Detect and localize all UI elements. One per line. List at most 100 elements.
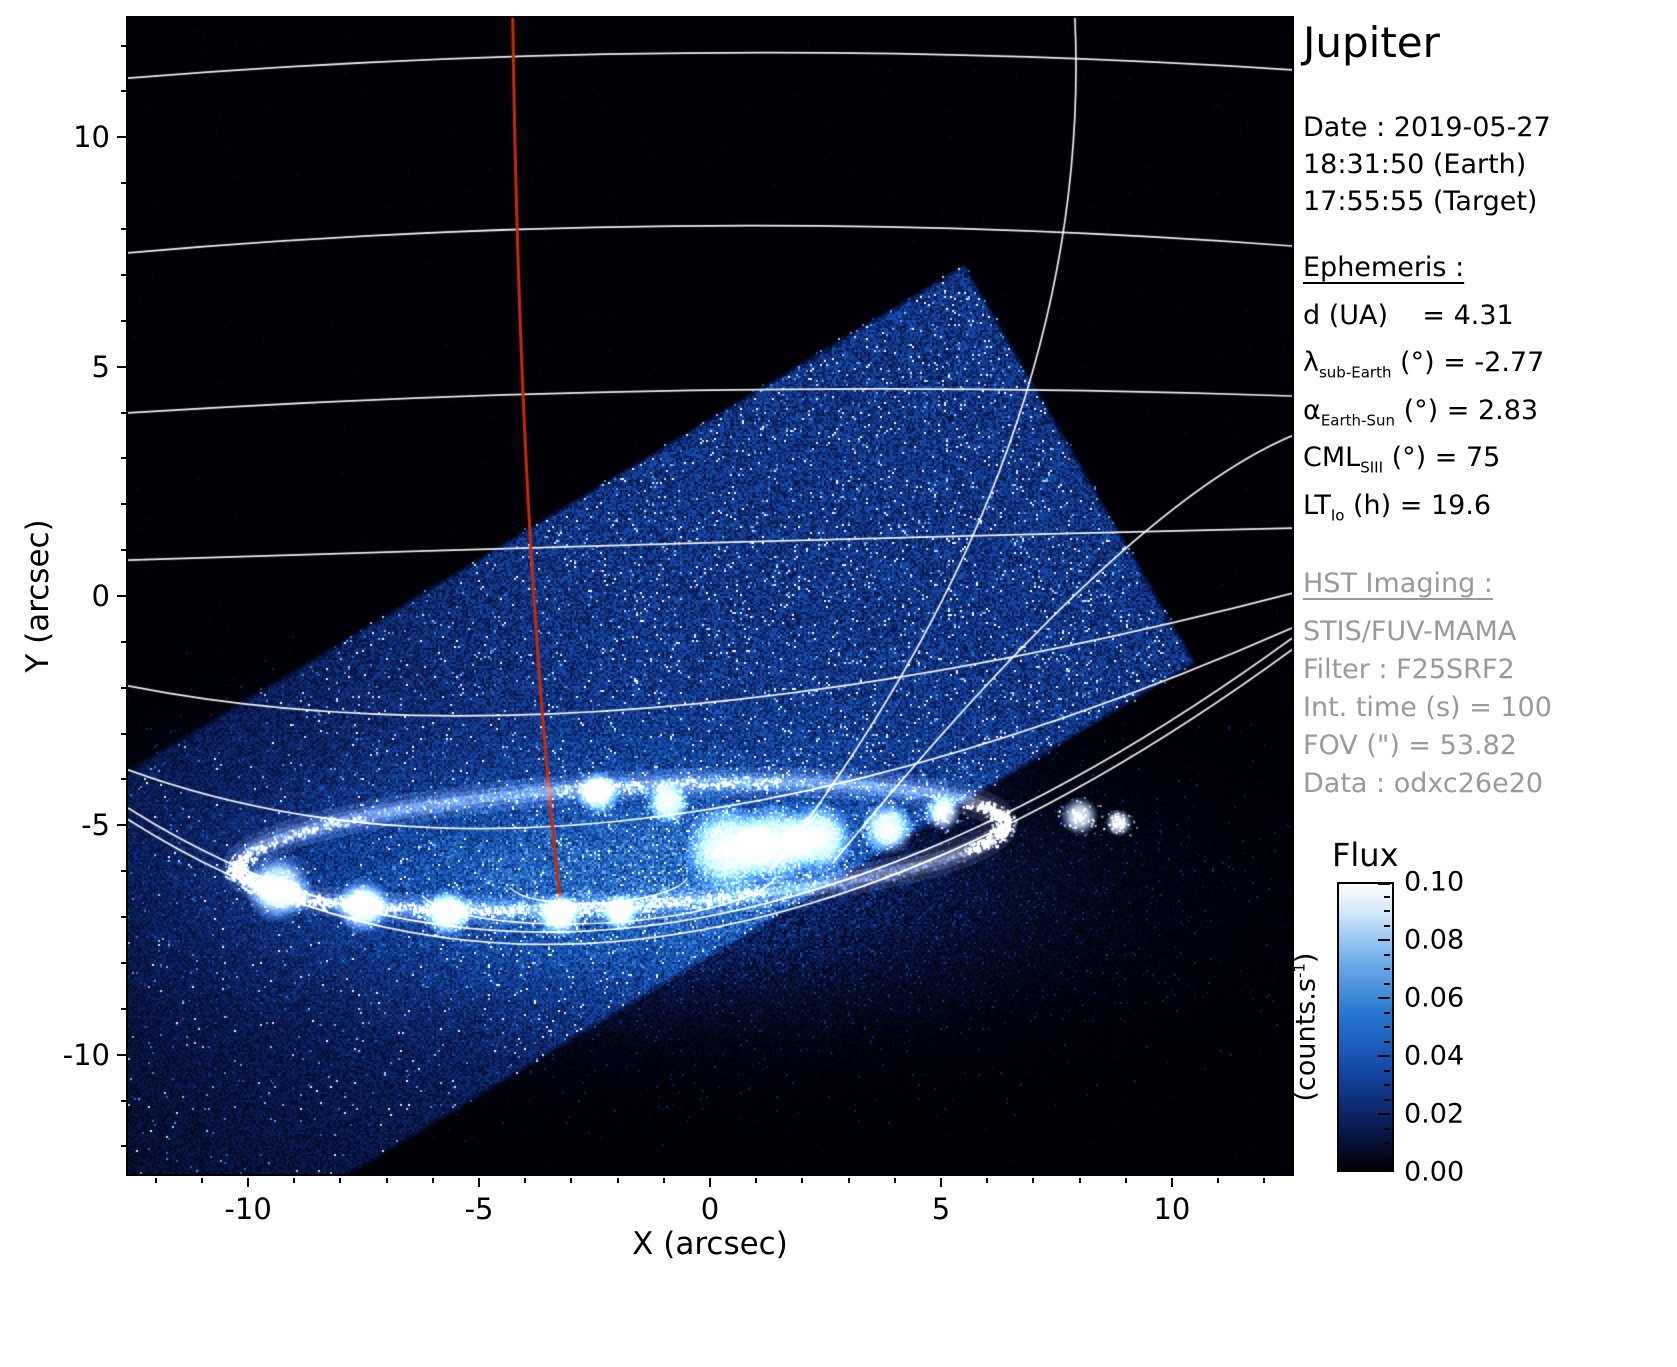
hst-line: Data : odxc26e20 [1303,767,1544,799]
y-axis-tick [117,365,126,368]
info-panel: Jupiter Date : 2019-05-27 18:31:50 (Eart… [1303,18,1675,803]
x-axis-minor-tick [1217,1178,1220,1183]
colorbar-tick-label: 0.10 [1404,866,1465,898]
time-target-line: 17:55:55 (Target) [1303,186,1538,217]
colorbar-tick-label: 0.08 [1404,924,1465,956]
x-axis-minor-tick [847,1178,850,1183]
colorbar-units-post: ) [1290,952,1322,964]
y-axis-minor-tick [121,640,126,643]
x-axis-tick-label: 5 [931,1192,951,1226]
x-axis-minor-tick [154,1178,157,1183]
x-axis-minor-tick [570,1178,573,1183]
x-axis-tick-label: 0 [700,1192,720,1226]
hst-list: STIS/FUV-MAMA Filter : F25SRF2 Int. time (… [1303,613,1675,803]
y-axis-minor-tick [121,228,126,231]
colorbar-minor-tick [1384,895,1390,898]
colorbar-minor-tick [1384,1011,1390,1014]
colorbar-title: Flux [1332,836,1399,874]
x-axis-minor-tick [893,1178,896,1183]
x-axis-minor-tick [1124,1178,1127,1183]
y-axis-minor-tick [121,90,126,93]
colorbar-tick [1378,883,1390,885]
x-axis-tick [478,1178,481,1187]
y-axis-tick [117,1053,126,1056]
x-axis-minor-tick [524,1178,527,1183]
plot-area [126,16,1294,1176]
plot-canvas [128,18,1292,1174]
hst-line: STIS/FUV-MAMA [1303,615,1517,647]
y-axis-minor-tick [121,686,126,689]
y-axis-minor-tick [121,273,126,276]
x-axis-tick [247,1178,250,1187]
y-axis-minor-tick [121,549,126,552]
colorbar-tick [1378,1055,1390,1057]
y-axis-minor-tick [121,457,126,460]
y-axis-tick-label: 5 [91,349,110,384]
x-axis-minor-tick [385,1178,388,1183]
colorbar-minor-tick [1384,953,1390,956]
y-axis-minor-tick [121,732,126,735]
colorbar-tick-label: 0.00 [1404,1156,1465,1188]
date-line: Date : 2019-05-27 [1303,112,1551,143]
y-axis-minor-tick [121,411,126,414]
hst-line: FOV (") = 53.82 [1303,729,1517,761]
x-axis-label: X (arcsec) [632,1226,788,1262]
colorbar-minor-tick [1384,968,1390,970]
x-axis-minor-tick [431,1178,434,1183]
hst-line: Filter : F25SRF2 [1303,653,1515,685]
y-axis-minor-tick [121,870,126,873]
x-axis-minor-tick [755,1178,758,1183]
y-axis-tick [117,824,126,827]
x-axis-tick-label: 10 [1153,1192,1191,1226]
y-axis-minor-tick [121,319,126,322]
y-axis-minor-tick [121,1145,126,1148]
y-axis-tick-label: -10 [62,1037,110,1072]
colorbar-tick [1378,939,1390,941]
y-axis-minor-tick [121,961,126,964]
colorbar-tick [1378,997,1390,999]
x-axis-minor-tick [986,1178,989,1183]
colorbar-tick [1378,1167,1390,1169]
colorbar-minor-tick [1384,1127,1390,1130]
colorbar-minor-tick [1384,1142,1390,1144]
x-axis-minor-tick [801,1178,804,1183]
time-earth-line: 18:31:50 (Earth) [1303,149,1527,180]
colorbar-tick-label: 0.06 [1404,982,1465,1014]
y-axis-minor-tick [121,44,126,47]
y-axis-minor-tick [121,778,126,781]
y-axis-tick-label: 0 [91,579,110,613]
y-axis-tick-label: -5 [81,808,110,843]
ephemeris-list: d (UA) = 4.31 λsub-Earth (°) = -2.77 αEart… [1303,297,1675,534]
y-axis-tick [117,136,126,139]
colorbar-minor-tick [1384,1026,1390,1028]
colorbar-minor-tick [1384,910,1390,912]
y-axis-minor-tick [121,916,126,919]
x-axis-minor-tick [1078,1178,1081,1183]
hst-heading: HST Imaging : [1303,567,1493,599]
x-axis-minor-tick [1263,1178,1266,1183]
y-axis-minor-tick [121,182,126,185]
y-axis-minor-tick [121,503,126,506]
y-axis-tick [117,595,126,597]
colorbar-units-sup: -1 [1290,963,1309,979]
colorbar-minor-tick [1384,1084,1390,1086]
ephemeris-heading: Ephemeris : [1303,252,1465,283]
x-axis-minor-tick [293,1178,296,1183]
y-axis-minor-tick [121,1099,126,1102]
ephemeris-line: CMLSIII (°) = 75 [1303,442,1501,477]
date-block: Date : 2019-05-27 18:31:50 (Earth) 17:55… [1303,109,1675,220]
x-axis-tick [709,1178,711,1187]
colorbar-tick-label: 0.02 [1404,1098,1465,1130]
colorbar-minor-tick [1384,1156,1390,1159]
colorbar-minor-tick [1384,1040,1390,1043]
ephemeris-line: d (UA) = 4.31 [1303,300,1514,331]
colorbar-units-label: (counts.s-1) [1291,953,1322,1102]
x-axis-tick-label: -5 [464,1192,494,1226]
x-axis-minor-tick [339,1178,342,1183]
colorbar-minor-tick [1384,924,1390,927]
x-axis-minor-tick [662,1178,665,1183]
colorbar-minor-tick [1384,1098,1390,1101]
y-axis-tick-label: 10 [73,120,110,155]
x-axis-tick [939,1178,942,1187]
